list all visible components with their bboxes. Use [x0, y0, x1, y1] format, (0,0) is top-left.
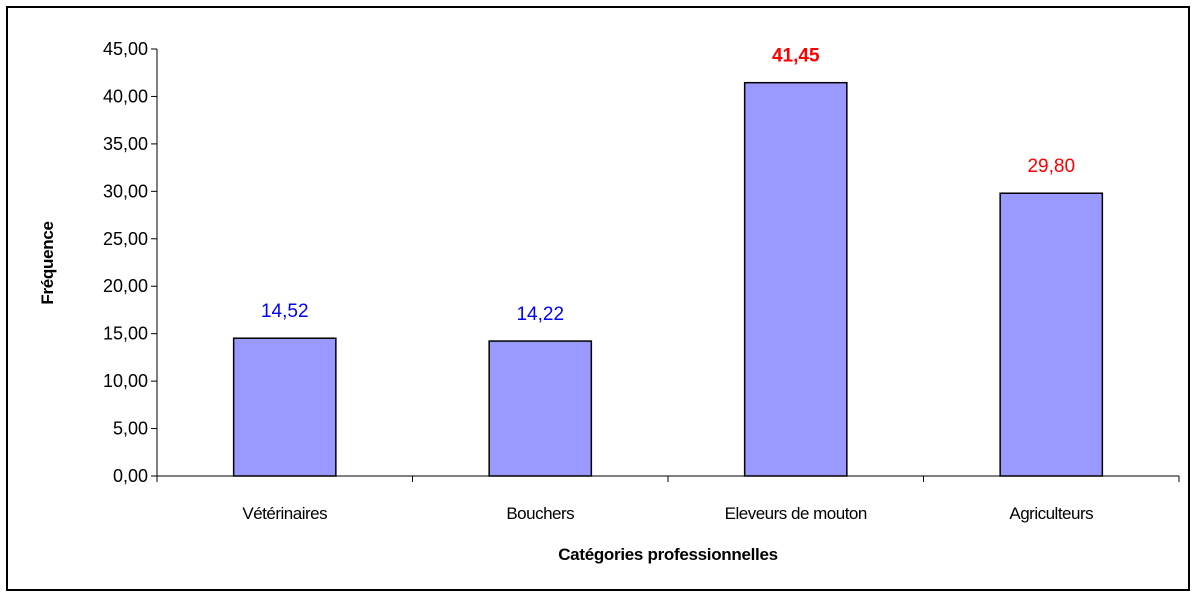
- y-tick-label: 5,00: [113, 419, 148, 439]
- x-category-label: Vétérinaires: [242, 504, 327, 523]
- y-tick-label: 40,00: [103, 86, 148, 106]
- data-label: 14,22: [516, 304, 564, 325]
- bars: [232, 81, 1104, 477]
- bar: [743, 81, 848, 477]
- y-axis-title: Fréquence: [38, 221, 57, 304]
- y-tick-label: 45,00: [103, 39, 148, 59]
- x-category-label: Eleveurs de mouton: [725, 504, 867, 523]
- bar: [999, 192, 1104, 477]
- data-label: 41,45: [772, 46, 820, 67]
- bar: [232, 337, 337, 477]
- y-tick-label: 30,00: [103, 181, 148, 201]
- y-tick-label: 20,00: [103, 276, 148, 296]
- x-axis-title: Catégories professionnelles: [558, 545, 778, 564]
- x-axis-category-labels: Vétérinaires Bouchers Eleveurs de mouton Ag…: [242, 504, 1093, 523]
- x-category-label: Bouchers: [506, 504, 574, 523]
- y-axis-tick-labels: 0,00 5,00 10,00 15,00 20,00 25,00 30,00 35,00 40…: [103, 39, 148, 486]
- y-tick-label: 0,00: [113, 466, 148, 486]
- y-axis-ticks: [151, 48, 157, 477]
- chart-frame: [6, 6, 1190, 591]
- y-tick-label: 25,00: [103, 229, 148, 249]
- x-category-label: Agriculteurs: [1009, 504, 1093, 523]
- data-label: 29,80: [1027, 156, 1075, 177]
- y-tick-label: 10,00: [103, 371, 148, 391]
- data-labels: 14,52 14,22 41,45 29,80: [261, 46, 1075, 325]
- y-tick-label: 15,00: [103, 324, 148, 344]
- x-axis-ticks: [156, 476, 1180, 482]
- data-label: 14,52: [261, 301, 309, 322]
- bar: [488, 340, 593, 477]
- y-tick-label: 35,00: [103, 134, 148, 154]
